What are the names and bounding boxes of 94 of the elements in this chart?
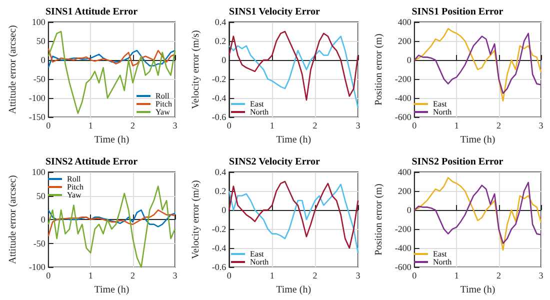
x-tick-label: 2 bbox=[496, 120, 502, 131]
x-axis-title: Time (h) bbox=[276, 134, 312, 146]
y-axis-title: Attitude error (arcsec) bbox=[8, 25, 18, 114]
y-tick-label: 0 bbox=[406, 55, 412, 66]
chart-title: SINS1 Attitude Error bbox=[45, 6, 138, 18]
legend-label: Roll bbox=[156, 92, 170, 100]
y-tick-label: -400 bbox=[394, 93, 412, 104]
y-tick-label: -600 bbox=[394, 262, 412, 272]
y-tick-label: 200 bbox=[398, 36, 412, 46]
y-tick-label: 400 bbox=[398, 167, 412, 177]
y-tick-label: -150 bbox=[28, 112, 46, 122]
chart-title: SINS1 Position Error bbox=[412, 6, 504, 18]
y-tick-label: -0.4 bbox=[212, 93, 227, 104]
y-tick-label: 400 bbox=[398, 17, 412, 27]
chart-title: SINS2 Position Error bbox=[412, 156, 504, 168]
x-tick-label: 1 bbox=[88, 120, 93, 131]
chart-title: SINS2 Velocity Error bbox=[229, 156, 321, 168]
y-tick-label: 0 bbox=[222, 55, 227, 66]
x-tick-label: 3 bbox=[356, 270, 361, 281]
y-tick-label: -0.2 bbox=[212, 74, 226, 84]
y-tick-label: -50 bbox=[33, 238, 46, 248]
y-tick-label: -50 bbox=[33, 74, 46, 84]
y-tick-label: -0.6 bbox=[212, 262, 227, 272]
legend-label: East bbox=[433, 100, 448, 108]
y-tick-label: 0.2 bbox=[214, 36, 226, 46]
y-tick-label: 50 bbox=[36, 36, 46, 46]
line-series bbox=[48, 209, 176, 228]
line-series bbox=[228, 36, 359, 108]
x-tick-label: 2 bbox=[312, 270, 318, 281]
line-series bbox=[414, 182, 542, 244]
x-tick-label: 3 bbox=[172, 270, 178, 281]
y-tick-label: 100 bbox=[32, 17, 46, 27]
y-tick-label: 0.4 bbox=[214, 167, 227, 177]
y-tick-label: 0 bbox=[40, 55, 46, 66]
line-series bbox=[414, 28, 542, 102]
y-tick-label: -100 bbox=[28, 93, 46, 104]
y-tick-label: -400 bbox=[394, 243, 412, 254]
legend-label: Pitch bbox=[156, 100, 172, 108]
x-axis-title: Time (h) bbox=[460, 134, 496, 146]
x-tick-label: 3 bbox=[538, 120, 544, 131]
legend-label: Yaw bbox=[156, 108, 170, 116]
y-tick-label: -100 bbox=[28, 262, 46, 272]
line-series bbox=[48, 209, 176, 237]
x-tick-label: 2 bbox=[130, 270, 136, 281]
y-tick-label: 50 bbox=[36, 190, 46, 201]
line-series bbox=[414, 177, 542, 251]
x-tick-label: 1 bbox=[454, 120, 459, 131]
y-tick-label: 0.2 bbox=[214, 186, 226, 196]
x-axis-title: Time (h) bbox=[276, 284, 312, 296]
x-tick-label: 1 bbox=[270, 120, 274, 131]
x-tick-label: 3 bbox=[538, 270, 544, 281]
x-tick-label: 1 bbox=[270, 270, 274, 281]
y-tick-label: -0.6 bbox=[212, 112, 227, 122]
legend-label: North bbox=[433, 108, 452, 116]
line-series bbox=[228, 30, 359, 101]
legend-label: North bbox=[250, 258, 269, 266]
y-tick-label: 0.4 bbox=[214, 17, 227, 27]
y-tick-label: -200 bbox=[394, 224, 412, 234]
y-tick-label: 0 bbox=[406, 205, 412, 216]
legend-label: Roll bbox=[67, 174, 82, 184]
x-axis-title: Time (h) bbox=[94, 284, 130, 296]
legend-label: East bbox=[250, 250, 265, 258]
legend-label: North bbox=[433, 258, 452, 266]
y-tick-label: 0 bbox=[222, 205, 227, 216]
x-tick-label: 1 bbox=[88, 270, 93, 281]
y-tick-label: -600 bbox=[394, 112, 412, 122]
y-tick-label: -200 bbox=[394, 74, 412, 84]
chart-title: SINS2 Attitude Error bbox=[45, 156, 138, 168]
x-axis-title: Time (h) bbox=[94, 134, 130, 146]
x-tick-label: 2 bbox=[496, 270, 502, 281]
x-tick-label: 1 bbox=[454, 270, 459, 281]
legend-label: East bbox=[250, 100, 265, 108]
x-axis-title: Time (h) bbox=[460, 284, 496, 296]
y-tick-label: -0.2 bbox=[212, 224, 226, 234]
y-tick-label: 100 bbox=[32, 167, 46, 177]
y-axis-title: Position error (m) bbox=[374, 184, 384, 256]
y-axis-title: Velocity error (m/s) bbox=[190, 180, 202, 259]
line-series bbox=[414, 32, 542, 94]
legend-label: Pitch bbox=[67, 182, 84, 192]
y-axis-title: Attitude error (arcsec) bbox=[8, 175, 18, 264]
y-axis-title: Velocity error (m/s) bbox=[190, 30, 202, 109]
chart-title: SINS1 Velocity Error bbox=[229, 6, 321, 18]
x-tick-label: 2 bbox=[130, 120, 136, 131]
legend-label: North bbox=[250, 108, 269, 116]
legend-label: East bbox=[433, 250, 448, 258]
y-tick-label: -0.4 bbox=[212, 243, 227, 254]
x-tick-label: 2 bbox=[312, 120, 318, 131]
legend-label: Yaw bbox=[67, 190, 82, 200]
y-tick-label: 0 bbox=[40, 214, 46, 225]
x-tick-label: 3 bbox=[356, 120, 361, 131]
x-tick-label: 3 bbox=[172, 120, 178, 131]
y-axis-title: Position error (m) bbox=[374, 34, 384, 106]
line-series bbox=[48, 30, 176, 114]
y-tick-label: 200 bbox=[398, 186, 412, 196]
